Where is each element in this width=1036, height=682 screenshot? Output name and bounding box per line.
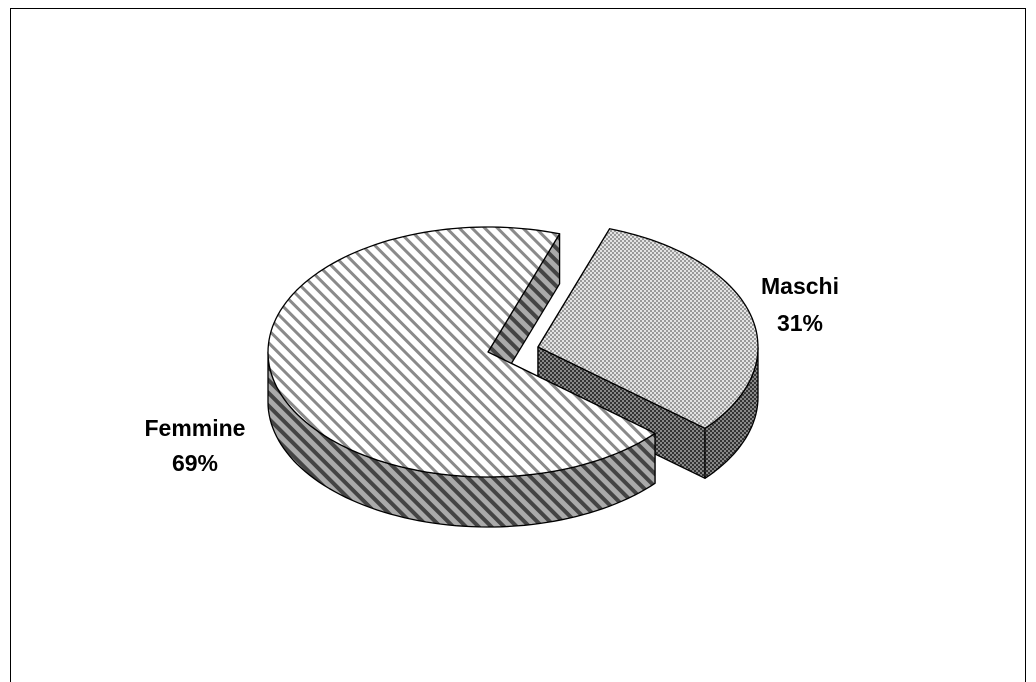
- slice-label: Femmine: [145, 415, 246, 441]
- slice: [267, 226, 656, 478]
- slice: [537, 228, 759, 429]
- slice-label: Maschi: [761, 273, 839, 299]
- slice-value-label: 69%: [172, 450, 218, 476]
- slice-value-label: 31%: [777, 310, 823, 336]
